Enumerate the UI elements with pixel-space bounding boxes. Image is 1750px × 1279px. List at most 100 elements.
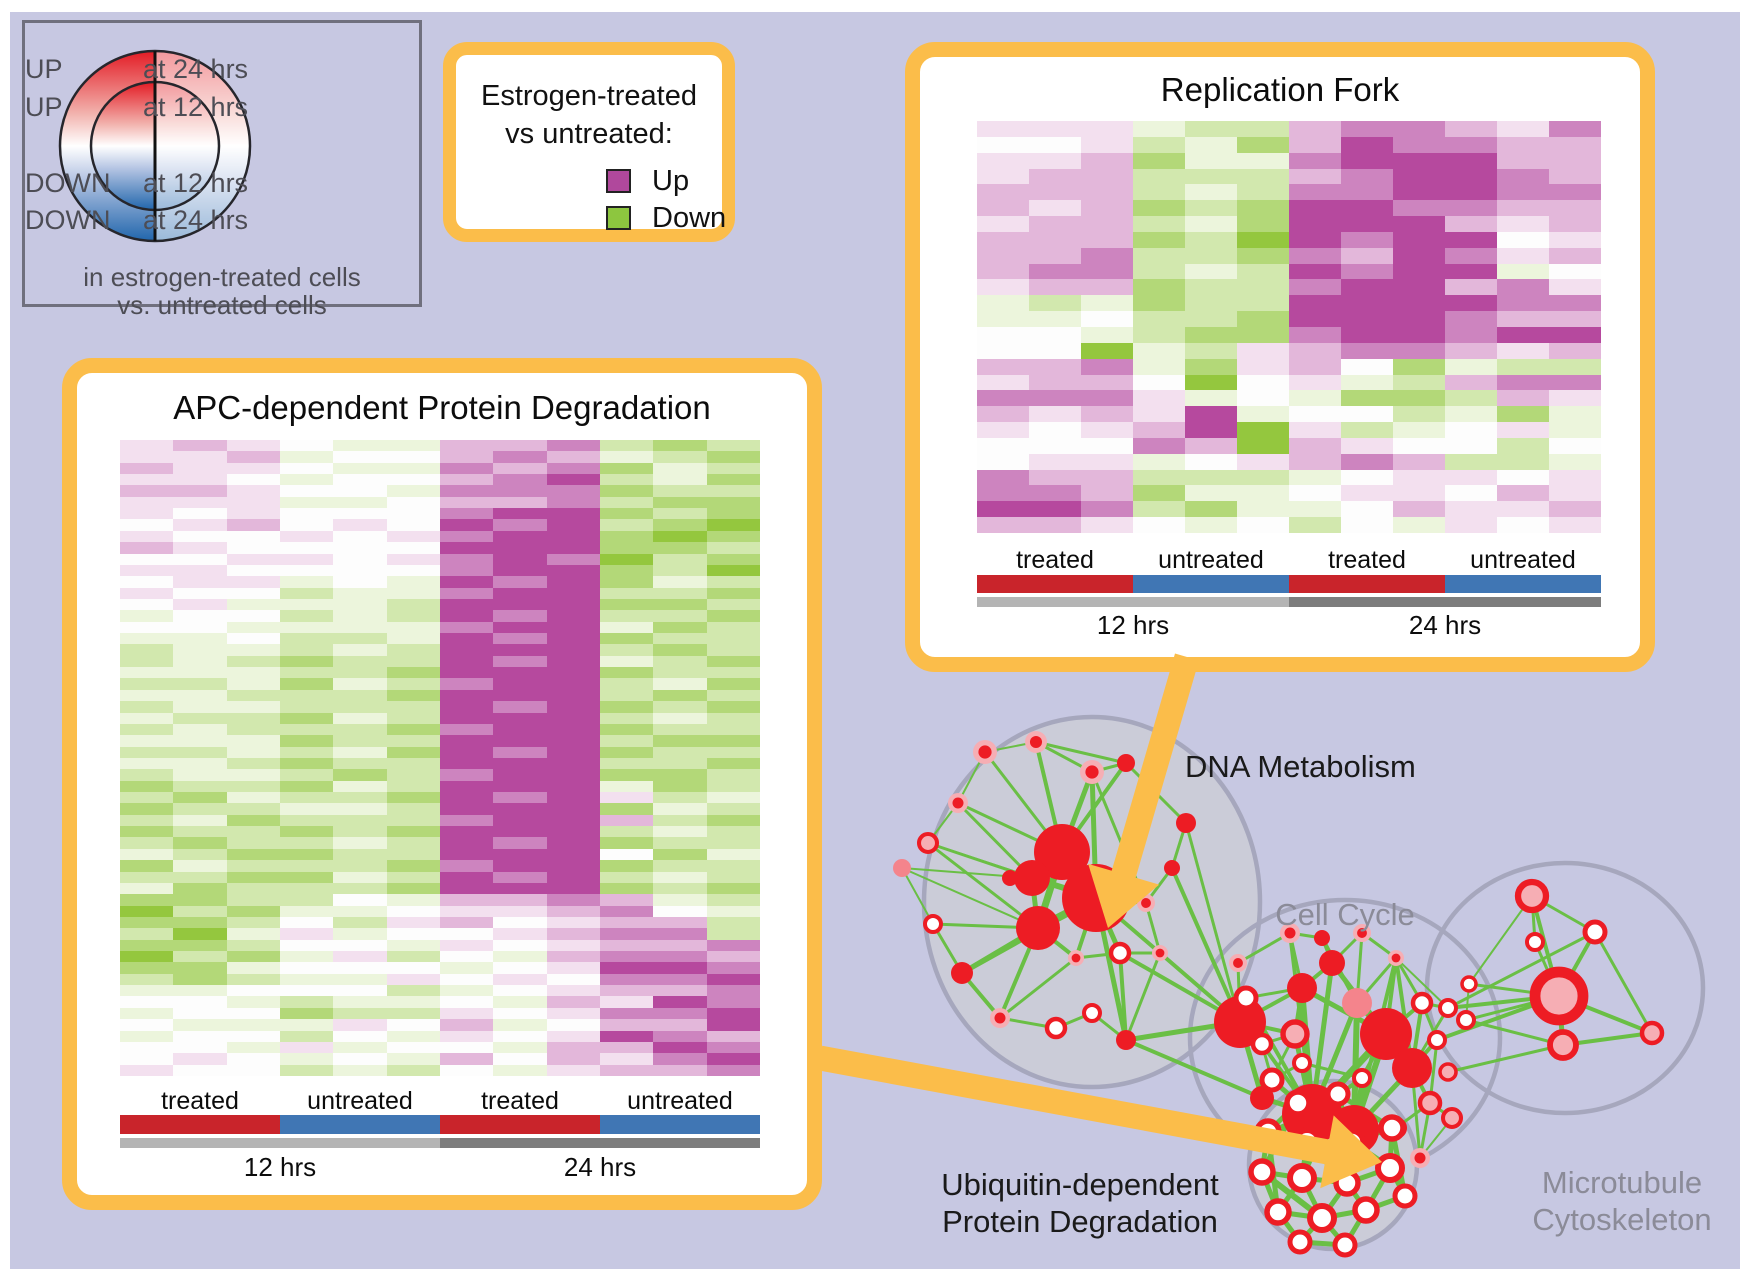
heatmap-cell xyxy=(1081,406,1133,423)
time-label: 12 hrs xyxy=(1096,610,1170,640)
heatmap-cell xyxy=(1237,279,1289,296)
heatmap-cell xyxy=(653,826,707,838)
heatmap-cell xyxy=(1237,168,1289,185)
treatment-bar xyxy=(1289,575,1445,593)
heatmap-cell xyxy=(706,905,760,917)
heatmap-cell xyxy=(333,814,387,827)
heatmap-cell xyxy=(599,462,654,475)
heatmap-cell xyxy=(226,803,280,815)
group-label: untreated xyxy=(1470,546,1576,574)
heatmap-cell xyxy=(493,519,547,531)
heatmap-cell xyxy=(386,746,440,758)
heatmap-cell xyxy=(173,848,227,861)
heatmap-cell xyxy=(599,689,654,702)
heatmap-cell xyxy=(279,644,334,656)
heatmap-cell xyxy=(1029,469,1081,486)
heatmap-cell xyxy=(386,678,440,690)
heatmap-cell xyxy=(1549,216,1601,232)
heatmap-cell xyxy=(1341,422,1393,438)
heatmap-cell xyxy=(1445,469,1497,486)
heatmap-cell xyxy=(1185,406,1237,423)
heatmap-cell xyxy=(1497,152,1549,169)
heatmap-cell xyxy=(1549,342,1601,359)
heatmap-cell xyxy=(653,1053,707,1065)
heatmap-cell xyxy=(120,689,174,702)
heatmap-cell xyxy=(1393,216,1445,232)
heatmap-cell xyxy=(333,587,387,599)
heatmap-cell xyxy=(173,667,227,679)
heatmap-cell xyxy=(1289,247,1341,264)
heatmap-cell xyxy=(706,530,760,543)
heatmap-cell xyxy=(333,939,387,952)
heatmap-cell xyxy=(279,1064,334,1076)
heatmap-cell xyxy=(1393,295,1445,312)
heatmap-cell xyxy=(1549,121,1601,137)
cluster-label-ubiquitin-line1: Ubiquitin-dependent xyxy=(941,1167,1219,1202)
heatmap-cell xyxy=(1237,453,1289,470)
heatmap-cell xyxy=(333,1030,387,1042)
heatmap-cell xyxy=(599,610,654,622)
heatmap-cell xyxy=(1549,390,1601,407)
heatmap-cell xyxy=(439,530,494,543)
heatmap-cell xyxy=(226,587,280,599)
heatmap-cell xyxy=(333,576,387,588)
heatmap-cell xyxy=(386,451,440,463)
heatmap-cell xyxy=(1393,279,1445,296)
heatmap-cell xyxy=(120,621,174,634)
heatmap-cell xyxy=(1289,168,1341,185)
heatmap-cell xyxy=(493,792,547,804)
heatmap-cell xyxy=(333,951,387,963)
heatmap-cell xyxy=(439,962,494,974)
heatmap-cell xyxy=(279,610,334,622)
heatmap-cell xyxy=(1081,390,1133,407)
heatmap-cell xyxy=(493,962,547,974)
heatmap-cell xyxy=(706,508,760,520)
heatmap-cell xyxy=(599,905,654,917)
heatmap-cell xyxy=(120,951,174,963)
heatmap-cell xyxy=(1081,152,1133,169)
heatmap-cell xyxy=(1237,406,1289,423)
heatmap-cell xyxy=(439,723,494,736)
heatmap-cell xyxy=(386,837,440,849)
heatmap-cell xyxy=(1029,374,1081,391)
heatmap-cell xyxy=(706,712,760,724)
heatmap-cell xyxy=(977,374,1029,391)
heatmap-cell xyxy=(977,231,1029,248)
heatmap-cell xyxy=(120,1030,174,1042)
heatmap-cell xyxy=(653,485,707,497)
heatmap-cell xyxy=(493,1041,547,1054)
heatmap-cell xyxy=(1341,390,1393,407)
heatmap-cell xyxy=(1445,422,1497,438)
heatmap-cell xyxy=(706,860,760,872)
heatmap-cell xyxy=(1133,422,1185,438)
heatmap-cell xyxy=(173,564,227,577)
heatmap-cell xyxy=(173,723,227,736)
heatmap-cell xyxy=(1029,501,1081,518)
heatmap-cell xyxy=(599,871,654,883)
heatmap-cell xyxy=(493,939,547,952)
heatmap-cell xyxy=(1289,263,1341,280)
heatmap-cell xyxy=(546,962,600,974)
heatmap-cell xyxy=(279,689,334,702)
heatmap-cell xyxy=(599,1007,654,1020)
heatmap-cell xyxy=(173,928,227,940)
heatmap-cell xyxy=(173,633,227,645)
heatmap-cell xyxy=(493,848,547,861)
heatmap-cell xyxy=(1029,263,1081,280)
heatmap-cell xyxy=(977,469,1029,486)
heatmap-cell xyxy=(439,1041,494,1054)
heatmap-cell xyxy=(439,553,494,565)
heatmap-cell xyxy=(1497,358,1549,375)
heatmap-cell xyxy=(120,871,174,883)
heatmap-cell xyxy=(546,746,600,758)
heatmap-cell xyxy=(653,1064,707,1076)
heatmap-cell xyxy=(279,542,334,554)
heatmap-cell xyxy=(599,474,654,486)
heatmap-cell xyxy=(386,485,440,497)
heatmap-cell xyxy=(386,826,440,838)
heatmap-cell xyxy=(120,576,174,588)
heatmap-cell xyxy=(173,462,227,475)
heatmap-cell xyxy=(706,814,760,827)
heatmap-cell xyxy=(1393,231,1445,248)
heatmap-cell xyxy=(493,451,547,463)
